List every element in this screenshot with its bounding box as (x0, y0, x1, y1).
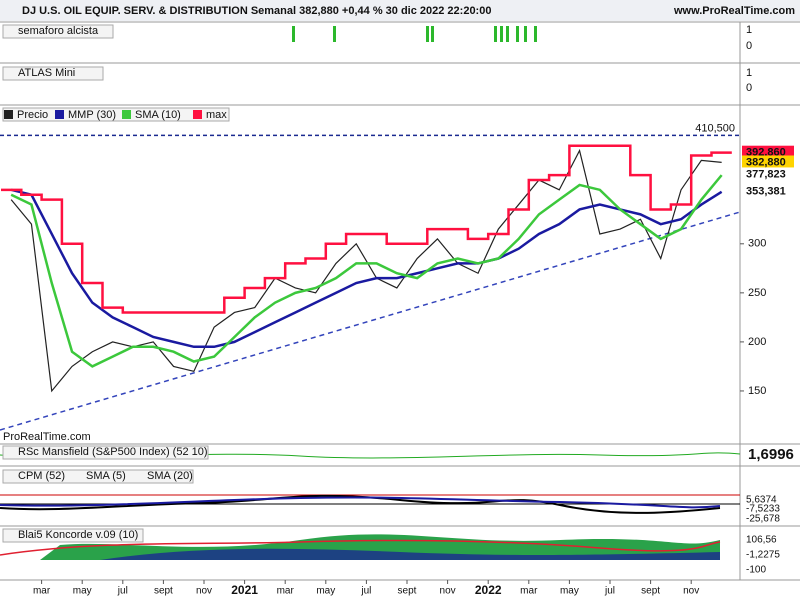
x-tick-label: jul (360, 586, 371, 597)
panel-label: Blai5 Koncorde v.09 (10) (18, 529, 138, 541)
price-label-box (742, 155, 794, 170)
series-line (10, 188, 723, 349)
y-tick-label: 200 (748, 336, 766, 348)
x-tick-label: nov (440, 586, 456, 597)
panel-label: semaforo alcista (18, 25, 99, 37)
legend-text: max (206, 109, 227, 121)
x-tick-label: may (560, 586, 579, 597)
legend-swatch (193, 110, 202, 119)
x-tick-label: 2021 (231, 583, 258, 597)
site: www.ProRealTime.com (673, 5, 795, 17)
x-tick-label: jul (117, 586, 128, 597)
legend-swatch (122, 110, 131, 119)
legend-swatch (4, 110, 13, 119)
legend-swatch (55, 110, 64, 119)
series-line (10, 174, 723, 368)
series-line (10, 148, 722, 393)
price-label-box (742, 184, 794, 199)
panel-label: RSc Mansfield (S&P500 Index) (52 10) (18, 446, 208, 458)
panel-label-box (2, 66, 104, 81)
x-tick-label: sept (641, 586, 660, 597)
legend-text: SMA (10) (135, 109, 181, 121)
semaforo-bars (292, 26, 537, 42)
axis-value: -7,5233 (746, 504, 780, 515)
resistance-label: 410,500 (695, 122, 735, 134)
x-tick-label: sept (154, 586, 173, 597)
x-tick-label: may (73, 586, 92, 597)
cpm-sma5 (0, 494, 721, 514)
x-tick-label: mar (33, 586, 51, 597)
price-label-box (742, 167, 794, 182)
trend-line (0, 211, 741, 431)
x-tick-label: sept (398, 586, 417, 597)
koncorde-blue (100, 548, 720, 560)
axis-value: -100 (746, 565, 766, 576)
header-bar (0, 0, 800, 21)
cpm-sma20 (0, 496, 721, 509)
panel-label-box (2, 528, 144, 543)
x-tick-label: jul (604, 586, 615, 597)
y-tick-label: 250 (748, 287, 766, 299)
y-tick-label: 150 (748, 385, 766, 397)
koncorde-line (0, 539, 721, 556)
panel-label: ATLAS Mini (18, 67, 75, 79)
price-label: 377,823 (746, 168, 786, 180)
x-tick-label: may (316, 586, 335, 597)
legend-text: SMA (20) (147, 470, 193, 482)
axis-label: 0 (746, 40, 752, 52)
legend-text: MMP (30) (68, 109, 116, 121)
title: DJ U.S. OIL EQUIP. SERV. & DISTRIBUTION … (22, 5, 491, 17)
axis-value: -25,678 (746, 514, 780, 525)
legend-text: SMA (5) (86, 470, 126, 482)
axis-label: 1 (746, 67, 752, 79)
axis-value: 5,6374 (746, 495, 777, 506)
panel-label-box (2, 445, 209, 460)
axis-label: 1 (746, 24, 752, 36)
axis-value: 1,6996 (748, 446, 794, 463)
x-tick-label: 2022 (475, 583, 502, 597)
price-label: 353,381 (746, 185, 786, 197)
x-tick-label: nov (683, 586, 699, 597)
price-label: 382,880 (746, 156, 786, 168)
y-tick-label: 300 (748, 238, 766, 250)
axis-value: 106,56 (746, 535, 777, 546)
panel-borders (0, 21, 800, 581)
legend-text: Precio (17, 109, 48, 121)
panel-label-box (2, 24, 114, 39)
watermark: ProRealTime.com (3, 431, 91, 443)
x-tick-label: mar (520, 586, 538, 597)
series-line (1, 144, 732, 314)
legend-text: CPM (52) (18, 470, 65, 482)
axis-label: 0 (746, 82, 752, 94)
x-tick-label: mar (277, 586, 295, 597)
axis-value: -1,2275 (746, 550, 780, 561)
panel-label-box (2, 469, 194, 484)
x-tick-label: nov (196, 586, 212, 597)
